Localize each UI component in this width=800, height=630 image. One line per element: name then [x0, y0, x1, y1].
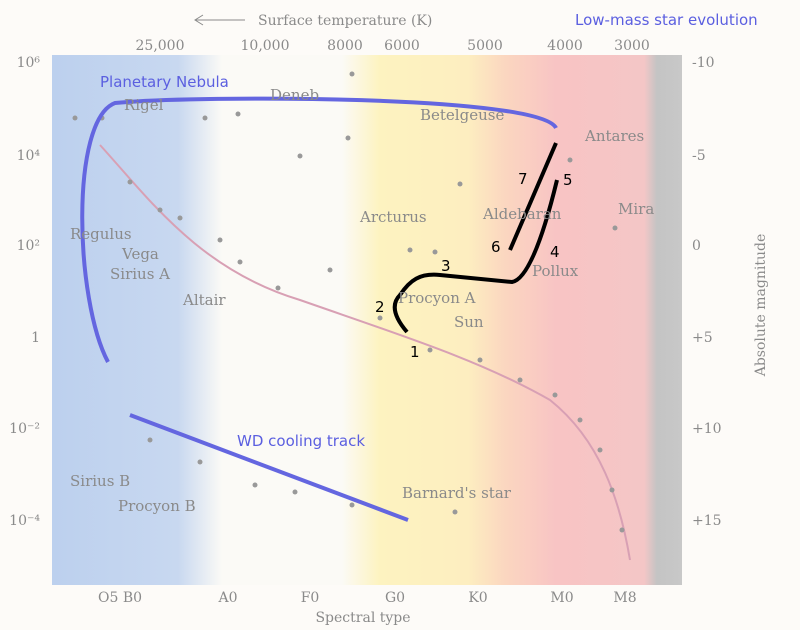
star-label: Arcturus	[359, 208, 427, 226]
stage-number: 6	[491, 238, 501, 256]
left-tick-label: 10⁻⁴	[9, 513, 40, 529]
star-label: Aldebaran	[482, 205, 562, 223]
planetary-nebula-track	[80, 96, 558, 363]
bottom-tick-label: M8	[613, 590, 636, 606]
star-label: Pollux	[532, 262, 579, 280]
evolution-track	[392, 179, 559, 334]
star-label: Procyon B	[118, 497, 196, 515]
right-tick-label: +10	[692, 421, 722, 437]
right-axis-label: Absolute magnitude	[753, 234, 769, 378]
star-label: Regulus	[70, 225, 132, 243]
stage-number: 4	[550, 243, 560, 261]
stage-number: 2	[375, 298, 385, 316]
right-tick-label: -5	[692, 148, 706, 164]
agb-track	[508, 142, 558, 251]
left-tick-label: 1	[31, 330, 40, 346]
arrow	[194, 14, 245, 26]
top-axis-label: Surface temperature (K)	[258, 13, 432, 29]
left-tick-label: 10⁶	[17, 55, 41, 71]
left-tick-label: 10²	[17, 238, 40, 254]
stage-number: 1	[410, 343, 420, 361]
top-tick-label: 25,000	[136, 38, 185, 54]
star-label: Barnard's star	[402, 484, 512, 502]
main-sequence	[99, 144, 631, 561]
top-tick-label: 5000	[467, 38, 503, 54]
bottom-tick-label: A0	[217, 590, 237, 606]
bottom-tick-label: G0	[385, 590, 405, 606]
bottom-tick-label: M0	[550, 590, 573, 606]
star-label: Deneb	[270, 86, 319, 104]
right-tick-label: +15	[692, 513, 722, 529]
bottom-axis-label: Spectral type	[315, 610, 410, 626]
star-label: Rigel	[124, 96, 164, 114]
bottom-tick-label: O5 B0	[98, 590, 142, 606]
plot-background	[52, 55, 682, 585]
right-tick-label: -10	[692, 55, 715, 71]
stage-number: 7	[518, 170, 528, 188]
planetary-nebula-label: Planetary Nebula	[100, 73, 229, 91]
top-tick-label: 8000	[327, 38, 363, 54]
left-tick-label: 10⁴	[17, 148, 41, 164]
star-label: Sirius A	[110, 265, 170, 283]
star-label: Mira	[618, 200, 654, 218]
right-tick-label: 0	[692, 238, 701, 254]
top-tick-label: 4000	[547, 38, 583, 54]
star-label: Antares	[584, 127, 644, 145]
star-label: Altair	[182, 291, 226, 309]
wd-cooling-label: WD cooling track	[237, 432, 365, 450]
star-label: Sirius B	[70, 472, 130, 490]
star-label: Procyon A	[398, 289, 476, 307]
top-tick-label: 10,000	[241, 38, 290, 54]
wd-cooling-track	[129, 413, 409, 522]
stage-number: 5	[563, 171, 573, 189]
top-tick-label: 3000	[614, 38, 650, 54]
bottom-tick-label: F0	[301, 590, 320, 606]
star-label: Vega	[121, 245, 159, 263]
top-tick-label: 6000	[384, 38, 420, 54]
right-tick-label: +5	[692, 330, 713, 346]
star-label: Sun	[454, 313, 484, 331]
left-tick-label: 10⁻²	[9, 421, 40, 437]
star-label: Betelgeuse	[420, 106, 504, 124]
title: Low-mass star evolution	[575, 11, 758, 29]
stage-number: 3	[441, 257, 451, 275]
bottom-tick-label: K0	[468, 590, 487, 606]
star-dots	[72, 71, 625, 533]
